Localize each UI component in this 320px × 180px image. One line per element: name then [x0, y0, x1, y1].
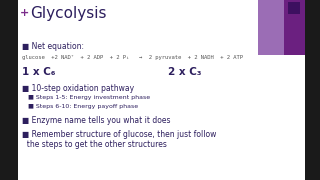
Text: ■ Net equation:: ■ Net equation:: [22, 42, 84, 51]
Text: Glycolysis: Glycolysis: [30, 6, 107, 21]
Text: ■ Steps 6-10: Energy payoff phase: ■ Steps 6-10: Energy payoff phase: [28, 104, 138, 109]
Text: glucose  +2 NAD⁺  + 2 ADP  + 2 Pᵢ   →  2 pyruvate  + 2 NADH  + 2 ATP: glucose +2 NAD⁺ + 2 ADP + 2 Pᵢ → 2 pyruv…: [22, 55, 243, 60]
Text: ■ 10-step oxidation pathway: ■ 10-step oxidation pathway: [22, 84, 134, 93]
FancyBboxPatch shape: [284, 0, 305, 55]
Text: +: +: [20, 8, 29, 18]
FancyBboxPatch shape: [258, 0, 286, 55]
Text: 1 x C₆: 1 x C₆: [22, 67, 55, 77]
Text: the steps to get the other structures: the steps to get the other structures: [22, 140, 167, 149]
Text: ■ Enzyme name tells you what it does: ■ Enzyme name tells you what it does: [22, 116, 171, 125]
Text: ■ Remember structure of glucose, then just follow: ■ Remember structure of glucose, then ju…: [22, 130, 216, 139]
FancyBboxPatch shape: [305, 0, 320, 180]
Text: ■ Steps 1-5: Energy investment phase: ■ Steps 1-5: Energy investment phase: [28, 95, 150, 100]
Text: 2 x C₃: 2 x C₃: [168, 67, 202, 77]
FancyBboxPatch shape: [0, 0, 18, 180]
FancyBboxPatch shape: [288, 2, 300, 14]
